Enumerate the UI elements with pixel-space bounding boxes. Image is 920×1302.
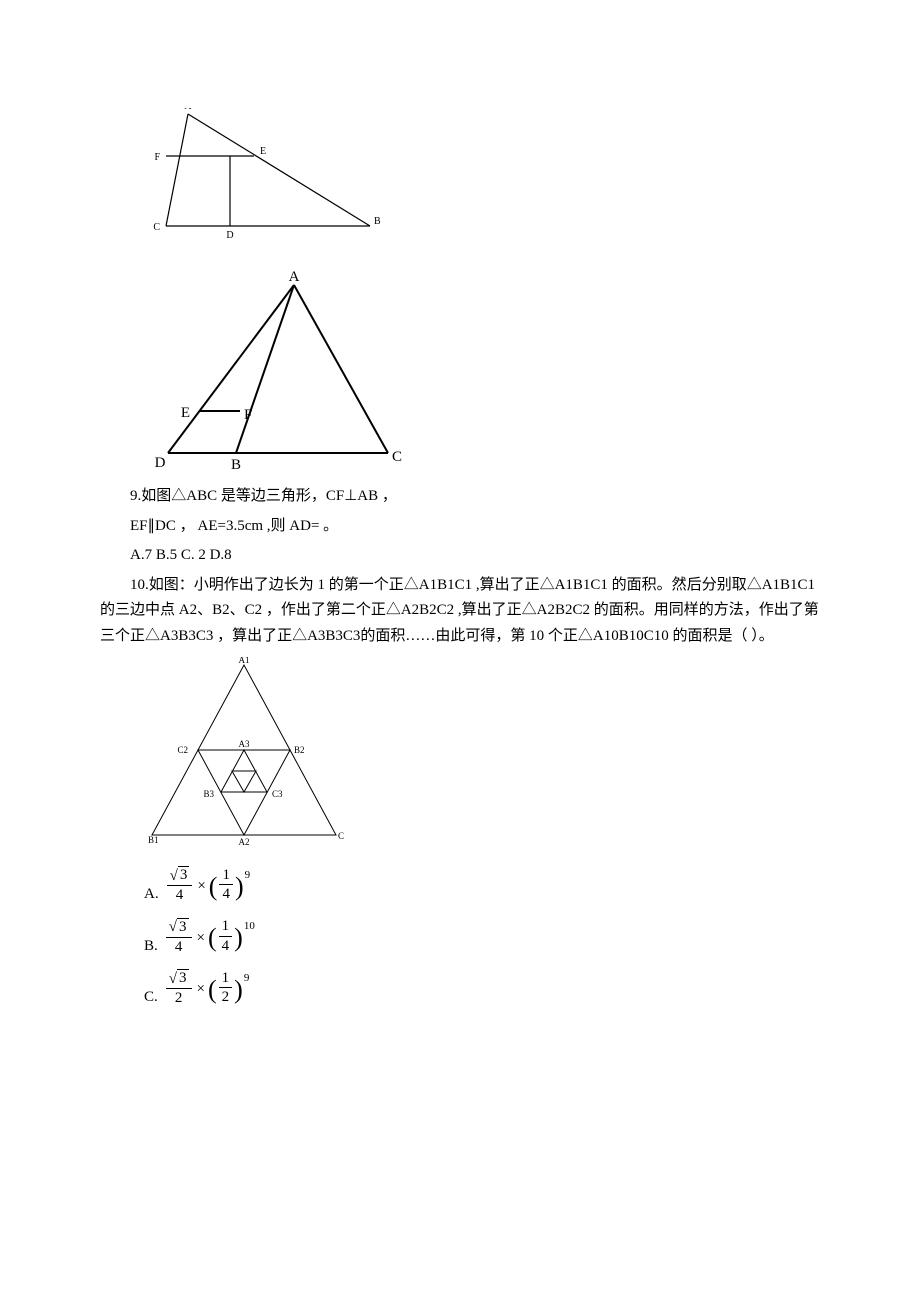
- option-C: C. √ 3 2 × ( 1 2 ) 9: [144, 969, 820, 1007]
- q9-line2: EF∥DC ， AE=3.5cm ,则 AD= 。: [100, 514, 820, 540]
- option-B-label: B.: [144, 938, 158, 955]
- fig1-label-F: F: [154, 152, 160, 163]
- option-B-inner-num: 1: [219, 918, 233, 935]
- fig1-label-B: B: [374, 216, 381, 227]
- sqrt-icon: √ 3: [170, 866, 190, 884]
- option-A-exp: 9: [245, 869, 251, 881]
- fig1-label-D: D: [226, 230, 233, 241]
- figure-2-wrap: A E F D B C: [144, 271, 820, 476]
- option-A-paren: ( 1 4 ): [209, 867, 244, 903]
- option-A-frac1: √ 3 4: [167, 866, 193, 904]
- fig2-label-A: A: [289, 271, 300, 285]
- option-C-label: C.: [144, 989, 158, 1006]
- figure-3: A1 B1 C1 C2 B2 A2 A3 B3 C3: [144, 657, 344, 847]
- figure-2: A E F D B C: [144, 271, 404, 471]
- option-A: A. √ 3 4 × ( 1 4 ) 9: [144, 866, 820, 904]
- fig2-label-E: E: [181, 405, 190, 421]
- fig2-label-C: C: [392, 449, 402, 465]
- fig3-label-A3: A3: [239, 739, 250, 749]
- option-C-frac1: √ 3 2: [166, 969, 192, 1007]
- fig3-label-B3: B3: [203, 789, 214, 799]
- times-icon: ×: [197, 878, 205, 895]
- option-A-inner-den: 4: [219, 886, 233, 903]
- fig3-label-C1: C1: [338, 831, 344, 841]
- option-A-inner-num: 1: [219, 867, 233, 884]
- option-B-paren: ( 1 4 ): [208, 918, 243, 954]
- fig2-label-D: D: [155, 455, 166, 471]
- times-icon: ×: [197, 981, 205, 998]
- fig3-label-A1: A1: [239, 657, 250, 665]
- option-B-den1: 4: [172, 939, 186, 956]
- option-C-inner-num: 1: [219, 970, 233, 987]
- page: A F E C D B A E F D B: [0, 0, 920, 1302]
- option-C-sqrt-num: 3: [177, 969, 189, 987]
- fig2-label-F: F: [244, 407, 252, 423]
- q9-line1: 9.如图△ABC 是等边三角形，CF⊥AB ，: [100, 484, 820, 510]
- q10-text: 10.如图：小明作出了边长为 1 的第一个正△A1B1C1 ,算出了正△A1B1…: [100, 573, 820, 650]
- q9-line3: A.7 B.5 C. 2 D.8: [100, 543, 820, 569]
- fig3-label-A2: A2: [239, 837, 250, 847]
- fig2-label-B: B: [231, 457, 241, 471]
- fig3-label-C2: C2: [177, 745, 188, 755]
- fig1-label-A: A: [184, 108, 192, 112]
- figure-1-wrap: A F E C D B: [144, 108, 820, 263]
- option-C-exp: 9: [244, 972, 250, 984]
- option-A-sqrt-num: 3: [178, 866, 190, 884]
- option-C-den1: 2: [172, 990, 186, 1007]
- sqrt-icon: √ 3: [169, 918, 189, 936]
- option-B-exp: 10: [244, 920, 255, 932]
- figure-3-wrap: A1 B1 C1 C2 B2 A2 A3 B3 C3: [144, 657, 820, 852]
- fig1-label-E: E: [260, 146, 266, 157]
- option-B-inner-den: 4: [219, 938, 233, 955]
- fig3-label-B2: B2: [294, 745, 305, 755]
- fig3-label-C3: C3: [272, 789, 283, 799]
- option-B-sqrt-num: 3: [177, 918, 189, 936]
- option-C-inner-den: 2: [219, 989, 233, 1006]
- times-icon: ×: [197, 930, 205, 947]
- sqrt-icon: √ 3: [169, 969, 189, 987]
- option-C-paren: ( 1 2 ): [208, 970, 243, 1006]
- figure-1: A F E C D B: [144, 108, 384, 258]
- fig3-label-B1: B1: [148, 835, 159, 845]
- option-A-label: A.: [144, 886, 159, 903]
- option-B: B. √ 3 4 × ( 1 4 ) 10: [144, 918, 820, 956]
- option-B-frac1: √ 3 4: [166, 918, 192, 956]
- fig1-label-C: C: [153, 222, 160, 233]
- option-A-den1: 4: [173, 887, 187, 904]
